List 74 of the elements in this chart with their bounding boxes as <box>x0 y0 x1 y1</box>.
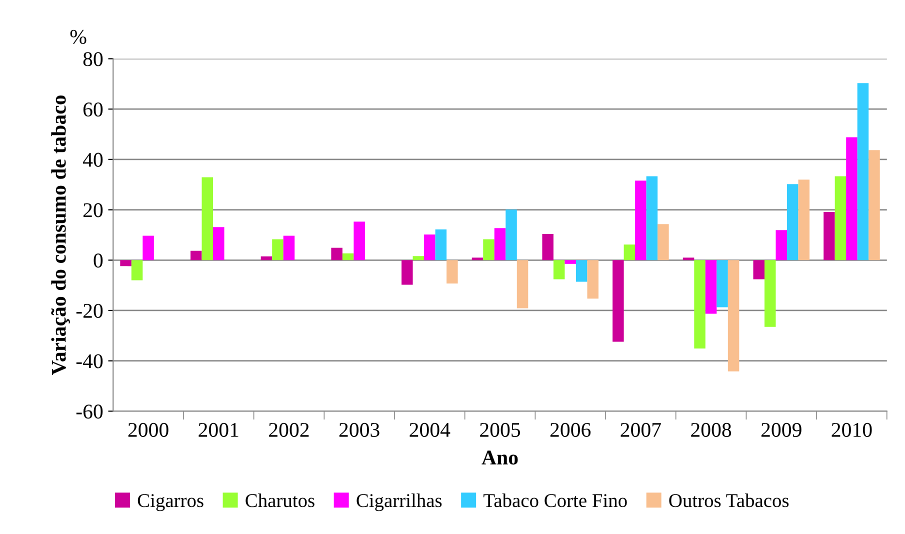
bar <box>764 260 776 327</box>
bar <box>646 176 658 260</box>
x-tick-label: 2010 <box>832 422 872 437</box>
bar <box>472 258 484 260</box>
x-tick-label: 2000 <box>128 422 168 437</box>
y-tick-label: 40 <box>82 152 103 167</box>
x-tick-label: 2002 <box>269 422 309 437</box>
x-axis-title: Ano <box>482 450 518 465</box>
bar <box>412 256 424 260</box>
x-tick-label: 2009 <box>761 422 802 437</box>
x-tick-label: 2008 <box>691 422 732 437</box>
bar <box>331 248 342 260</box>
bar <box>506 210 517 260</box>
y-tick-label: -60 <box>76 404 103 419</box>
bar <box>202 177 214 260</box>
bar <box>658 224 669 260</box>
bar <box>542 234 554 260</box>
bar <box>260 256 272 260</box>
bar <box>402 260 413 285</box>
bar <box>131 260 143 280</box>
y-axis-title: Variação do consumo de tabaco <box>51 96 70 375</box>
text: % <box>70 30 86 44</box>
legend-label: Cigarrilhas <box>356 493 442 512</box>
bar <box>587 260 598 299</box>
bar <box>868 150 880 260</box>
y-tick-label: -20 <box>76 304 103 318</box>
bar <box>624 244 636 260</box>
y-tick-label: 20 <box>83 203 103 218</box>
bar <box>635 180 646 260</box>
x-tick-label: 2006 <box>550 422 591 437</box>
bar <box>120 260 132 266</box>
y-tick-label: 0 <box>94 254 103 268</box>
bar <box>612 260 624 342</box>
bar <box>272 239 284 260</box>
bar <box>553 260 565 280</box>
bar <box>846 137 858 260</box>
bar <box>494 228 506 260</box>
bar <box>798 180 810 260</box>
x-tick-label: 2005 <box>480 422 520 437</box>
bar <box>424 234 436 260</box>
legend-label: Charutos <box>246 493 314 508</box>
x-tick-label: 2007 <box>620 422 661 437</box>
bar <box>834 176 846 260</box>
bar <box>342 253 354 260</box>
bar <box>776 230 788 260</box>
legend-label: Outros Tabacos <box>669 493 789 508</box>
bar <box>354 222 365 260</box>
bar <box>516 260 528 308</box>
bar <box>716 260 728 308</box>
x-tick-label: 2004 <box>410 422 450 437</box>
legend-label: Cigarros <box>138 494 204 512</box>
bar <box>435 229 447 260</box>
x-tick-label: 2001 <box>198 422 238 437</box>
bar <box>728 260 740 372</box>
bar <box>682 258 694 260</box>
bar <box>705 260 717 314</box>
bar <box>564 260 576 264</box>
bar <box>787 184 798 260</box>
bar <box>446 260 458 284</box>
bar <box>213 227 224 260</box>
y-tick-label: 60 <box>83 102 103 117</box>
bar <box>142 236 154 260</box>
bar <box>190 250 202 260</box>
bar <box>824 212 835 260</box>
bar <box>857 83 869 260</box>
y-tick-label: 80 <box>83 52 103 66</box>
bar <box>483 239 494 260</box>
bar <box>576 260 588 282</box>
bar <box>283 236 295 260</box>
x-tick-label: 2003 <box>339 422 380 437</box>
bar <box>753 260 765 280</box>
y-tick-label: -40 <box>76 354 103 368</box>
bar <box>694 260 706 348</box>
legend-label: Tabaco Corte Fino <box>484 493 627 508</box>
